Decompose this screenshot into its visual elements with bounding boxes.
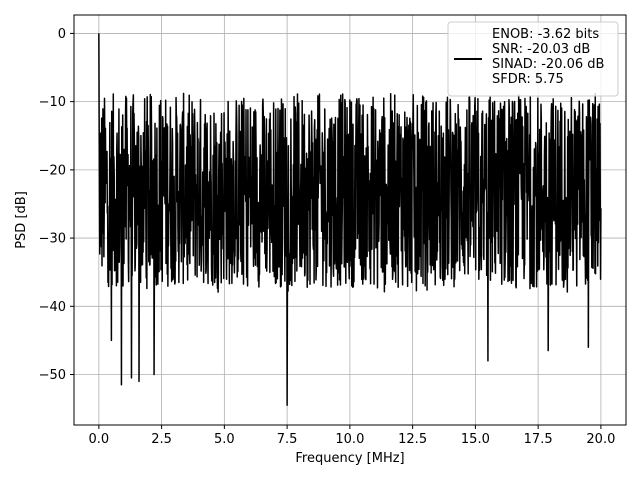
legend-entry-enob: ENOB: -3.62 bits	[492, 27, 599, 42]
y-tick-label: −30	[39, 232, 66, 247]
x-tick-label: 20.0	[586, 432, 615, 447]
x-tick-label: 12.5	[398, 432, 427, 447]
legend-entry-snr: SNR: -20.03 dB	[492, 42, 590, 57]
y-tick-label: −50	[39, 368, 66, 383]
legend-box	[447, 21, 619, 97]
x-tick-label: 7.5	[277, 432, 298, 447]
tick-layer: 0.0 2.5 5.0 7.5 10.0 12.5 15.0 17.5 20.0 0 −10 −20 −…	[39, 27, 616, 447]
y-tick-label: −40	[39, 300, 66, 315]
y-tick-label: −20	[39, 163, 66, 178]
psd-series-line	[98, 33, 602, 406]
x-tick-label: 15.0	[461, 432, 490, 447]
data-layer	[98, 33, 602, 406]
y-tick-label: 0	[58, 27, 66, 42]
x-tick-label: 10.0	[335, 432, 364, 447]
legend-entry-sinad: SINAD: -20.06 dB	[492, 57, 604, 72]
y-tick-label: −10	[39, 95, 66, 110]
legend-entry-sfdr: SFDR: 5.75	[492, 72, 564, 87]
x-axis-label: Frequency [MHz]	[295, 451, 404, 466]
legend: ENOB: -3.62 bits SNR: -20.03 dB SINAD: -…	[447, 21, 619, 97]
x-tick-label: 0.0	[89, 432, 110, 447]
x-tick-label: 17.5	[524, 432, 553, 447]
x-tick-label: 5.0	[214, 432, 235, 447]
x-tick-label: 2.5	[151, 432, 172, 447]
y-axis-label: PSD [dB]	[14, 191, 29, 249]
